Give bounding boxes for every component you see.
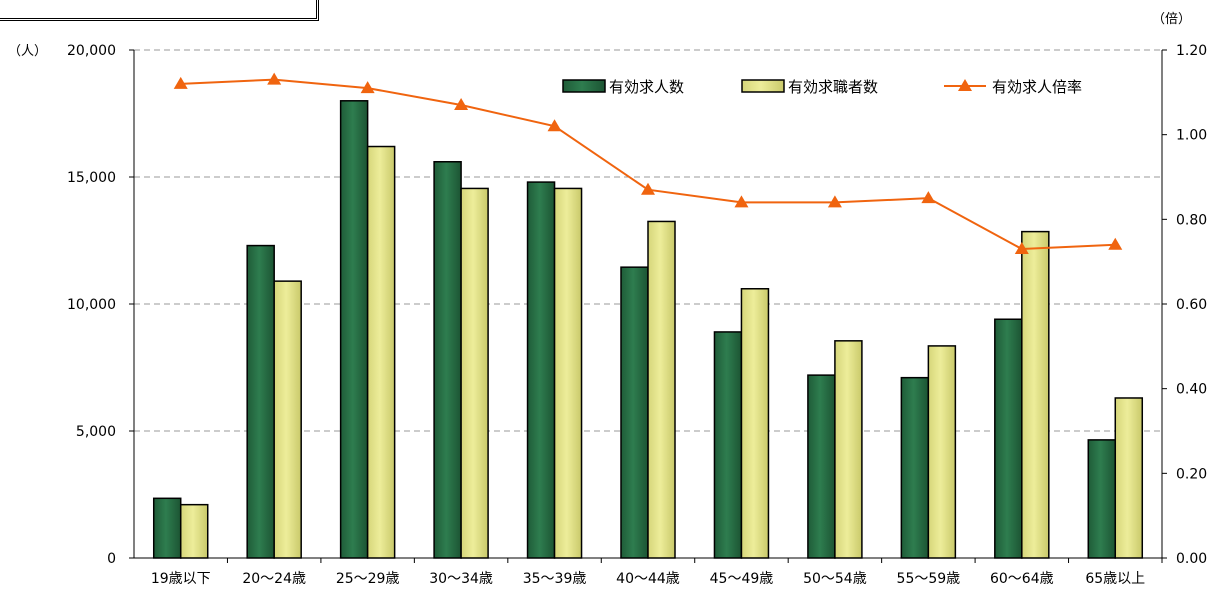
ratio-point [1014,241,1029,254]
bar-job-seekers [366,145,396,559]
bar-job-openings [339,100,369,559]
bar-job-openings [807,374,836,559]
left-axis-tick-label: 15,000 [67,170,116,186]
legend-label: 有効求職者数 [788,78,878,96]
bar-job-openings [526,181,556,559]
bar-job-seekers [273,280,302,559]
right-axis-unit: （倍） [1152,12,1192,27]
ratio-point [454,98,469,111]
right-axis-tick-label: 0.20 [1176,466,1207,482]
bar-job-seekers [1021,230,1050,559]
legend-label: 有効求人倍率 [992,78,1082,96]
x-axis-tick-label: 65歳以上 [1085,571,1145,587]
x-axis-tick-label: 55～59歳 [897,571,961,587]
bar-job-openings [620,266,649,559]
right-axis-tick-label: 1.20 [1176,43,1207,59]
bar-job-openings [994,318,1023,559]
bar-layer [152,100,1144,559]
title-box [0,0,319,21]
x-axis-tick-label: 60～64歳 [990,571,1054,587]
bar-job-seekers [553,187,583,559]
bar-job-seekers [1114,397,1144,559]
bar-job-seekers [834,340,863,559]
x-axis-tick-label: 20～24歳 [242,571,306,587]
ratio-point [1108,237,1123,250]
left-axis-tick-label: 5,000 [76,424,116,440]
axis-layer [129,49,1167,563]
bar-job-seekers [740,288,770,559]
legend-label: 有効求人数 [609,78,684,96]
ratio-point [921,191,936,204]
legend-swatch [562,79,606,93]
right-axis-tick-label: 0.00 [1176,551,1207,567]
bar-job-seekers [927,345,957,559]
x-axis-tick-label: 40～44歳 [616,571,680,587]
right-axis-tick-label: 0.80 [1176,212,1207,228]
x-axis-tick-label: 25～29歳 [336,571,400,587]
legend-marker [958,79,972,91]
right-axis-tick-label: 0.40 [1176,382,1207,398]
bar-job-openings [433,161,462,559]
left-axis-tick-label: 0 [107,551,116,567]
x-axis-tick-label: 35～39歳 [523,571,587,587]
left-axis-tick-label: 20,000 [67,43,116,59]
ratio-point [827,195,842,208]
bar-job-seekers [179,503,209,559]
bar-job-openings [1087,439,1117,559]
x-axis-tick-label: 50～54歳 [803,571,867,587]
right-axis-tick-label: 1.00 [1176,128,1207,144]
ratio-point [734,195,749,208]
x-axis-tick-label: 45～49歳 [710,571,774,587]
bar-job-openings [152,497,182,559]
right-axis-tick-label: 0.60 [1176,297,1207,313]
legend: 有効求人数 有効求職者数 有効求人倍率 [562,78,1082,96]
bar-job-openings [246,244,275,559]
ratio-point [641,182,655,195]
ratio-point [173,76,188,89]
bar-job-openings [713,331,743,559]
left-axis-unit: （人） [8,44,48,59]
line-layer [173,72,1123,254]
ratio-point [267,72,282,85]
x-axis-tick-label: 30～34歳 [429,571,493,587]
bar-job-openings [900,376,930,559]
left-axis-tick-label: 10,000 [67,297,116,313]
label-layer: 0 5,000 10,000 15,000 20,000 0.00 0.20 0.40 0.60… [67,43,1207,587]
bar-job-seekers [647,220,676,559]
ratio-point [360,81,375,94]
legend-swatch [741,79,785,93]
x-axis-tick-label: 19歳以下 [151,571,211,587]
bar-job-seekers [460,187,489,559]
ratio-point [547,119,562,132]
